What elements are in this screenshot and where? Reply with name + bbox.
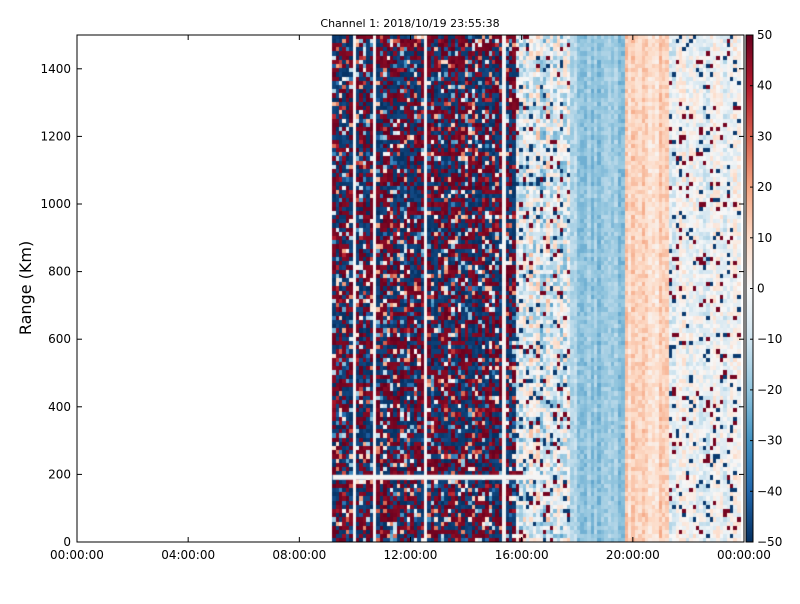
colorbar-tick-label: −30 — [757, 434, 782, 448]
x-tick-label: 16:00:00 — [495, 548, 549, 562]
x-tick-label: 00:00:00 — [50, 548, 104, 562]
colorbar-tick-label: −50 — [757, 535, 782, 549]
y-tick-label: 200 — [48, 467, 71, 481]
x-tick-label: 04:00:00 — [161, 548, 215, 562]
chart-title: Channel 1: 2018/10/19 23:55:38 — [320, 17, 499, 30]
x-tick-label: 20:00:00 — [606, 548, 660, 562]
y-tick-label: 600 — [48, 332, 71, 346]
x-tick-label: 00:00:00 — [717, 548, 771, 562]
colorbar-tick-label: −40 — [757, 484, 782, 498]
plot-area — [77, 35, 744, 542]
y-tick-label: 800 — [48, 265, 71, 279]
y-tick-label: 0 — [63, 535, 71, 549]
heatmap-cells — [77, 35, 744, 542]
colorbar-tick-label: 0 — [757, 282, 765, 296]
colorbar-tick-label: 40 — [757, 79, 772, 93]
axes: 00:00:00 04:00:00 08:00:00 12:00:00 16:00:00… — [40, 34, 771, 562]
x-tick-label: 12:00:00 — [384, 548, 438, 562]
x-tick-label: 08:00:00 — [272, 548, 326, 562]
colorbar-tick-label: 50 — [757, 28, 772, 42]
colorbar: 50 40 30 20 10 0 −10 −20 −30 −40 −50 — [745, 28, 782, 549]
colorbar-tick-label: 10 — [757, 231, 772, 245]
colorbar-tick-label: −10 — [757, 332, 782, 346]
colorbar-tick-label: −20 — [757, 383, 782, 397]
y-tick-label: 1200 — [40, 129, 71, 143]
y-tick-label: 1400 — [40, 62, 71, 76]
y-axis-label: Range (Km) — [16, 241, 35, 335]
y-tick-label: 400 — [48, 400, 71, 414]
y-tick-label: 1000 — [40, 197, 71, 211]
colorbar-tick-label: 20 — [757, 180, 772, 194]
colorbar-tick-label: 30 — [757, 129, 772, 143]
